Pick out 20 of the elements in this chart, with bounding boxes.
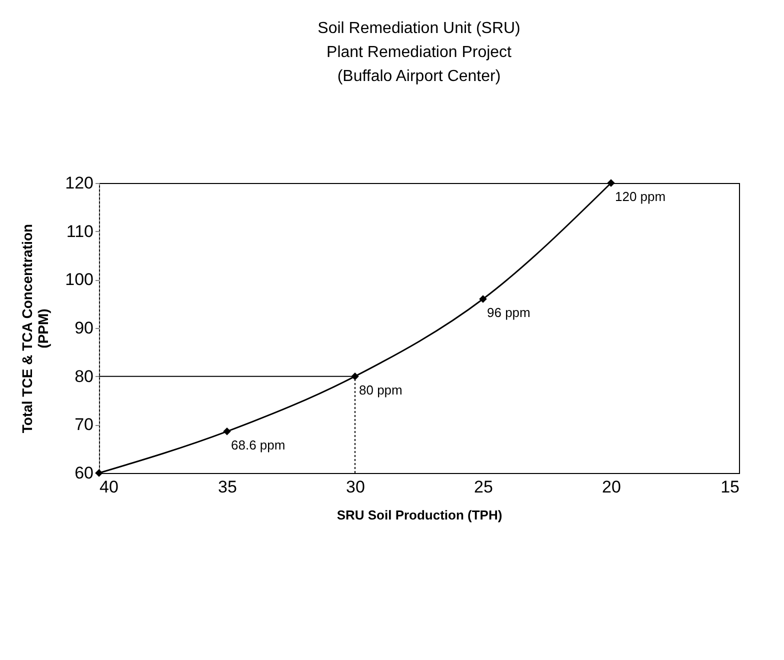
data-label: 120 ppm <box>615 189 666 204</box>
y-tick-label: 60 <box>74 464 94 482</box>
x-axis-title: SRU Soil Production (TPH) <box>336 508 502 522</box>
y-tick-label: 110 <box>66 222 94 241</box>
y-tick-label: 120 <box>65 174 94 192</box>
x-tick-label: 15 <box>720 478 740 496</box>
y-tick-label: 70 <box>74 415 94 434</box>
chart-title: Soil Remediation Unit (SRU) Plant Remediation Project (Buffalo Airport Center) <box>318 20 520 85</box>
data-label: 68.6 ppm <box>231 437 286 452</box>
data-label: 80 ppm <box>359 382 402 398</box>
x-tick-label: 40 <box>100 478 118 496</box>
y-tick-label: 80 <box>74 366 94 386</box>
y-tick-label: 90 <box>74 318 94 338</box>
y-tick-label: 100 <box>65 270 94 290</box>
y-axis-title: Total TCE & TCA Concentration (PPM) <box>19 224 52 434</box>
data-label: 96 ppm <box>487 305 530 320</box>
x-tick-label: 20 <box>602 478 621 496</box>
x-tick-label: 30 <box>346 478 365 496</box>
x-tick-label: 35 <box>218 478 237 496</box>
x-tick-label: 25 <box>474 478 493 496</box>
